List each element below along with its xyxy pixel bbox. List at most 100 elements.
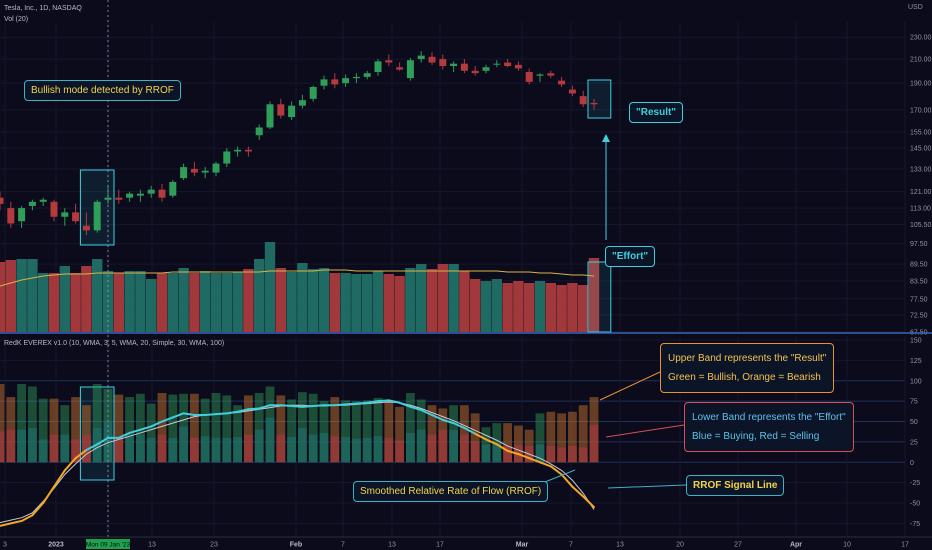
candle-body [417,55,425,60]
rrof-segment [506,449,520,456]
symbol-title: Tesla, Inc., 1D, NASDAQ [4,5,82,12]
result-bar [557,413,566,463]
volume-bar [81,266,92,332]
effort-bar [211,437,221,463]
candle-body [18,208,26,222]
result-bar [0,384,5,463]
annotation-lower-band: Lower Band represents the "Effort" Blue … [684,402,854,452]
candle-body [504,62,512,67]
effort-bar [157,434,167,463]
candle-body [363,73,371,77]
candle-body [104,197,112,200]
indicator-tick-label: -25 [910,480,920,487]
volume-bar [416,264,427,332]
rrof-segment [42,485,55,505]
candle-body [331,79,339,85]
annotation-rrof: Smoothed Relative Rate of Flow (RROF) [353,481,549,502]
candle-body [309,86,317,99]
indicator-tick-label: 25 [910,439,918,446]
candle-body [406,60,414,79]
time-tick-label: 7 [341,542,345,549]
volume-bar [113,273,124,332]
result-bar [308,393,318,463]
candle-body [288,105,296,118]
effort-bar [503,445,512,463]
rrof-segment [355,401,369,405]
result-bar [60,405,70,463]
annotation-connectors [529,371,687,489]
volume-bar [232,272,243,332]
rrof-segment [20,514,34,522]
effort-bar [557,447,566,463]
effort-bar [578,447,588,463]
volume-bar [383,274,394,332]
candle-body [169,181,177,196]
indicator-tick-label: 150 [910,338,922,345]
rrof-signal-line [0,401,595,524]
result-bar [168,394,178,463]
candlesticks [0,51,598,236]
rrof-segment [9,519,23,525]
rrof-segment [31,502,45,517]
rrof-segment [377,399,390,403]
effort-bar [492,442,502,463]
annotation-upper-band: Upper Band represents the "Result" Green… [660,343,835,393]
result-bar [298,392,307,463]
candle-body [244,149,252,152]
rrof-segment [528,457,541,464]
effort-bar [222,437,232,463]
result-bar [352,401,361,463]
time-tick-label: 3 [3,542,7,549]
candle-body [385,60,393,63]
rrof-segment [549,465,563,476]
effort-bar [82,434,91,463]
time-tick-label: 13 [616,542,624,549]
volume-bar [200,271,211,332]
volume-bar [27,259,38,332]
effort-bar [589,424,599,463]
rrof-segment [333,403,347,407]
candle-body [82,225,90,231]
volume-bar [178,268,189,332]
volume-bar [351,274,362,332]
effort-bar [287,437,296,463]
rrof-segment [96,436,109,446]
effort-bar [395,440,404,463]
annotation-effort: "Effort" [605,246,656,267]
result-bar [373,397,383,463]
result-bar [427,405,437,463]
price-tick-label: 97.50 [910,241,928,248]
rrof-segment [312,404,325,408]
rrof-segment [53,469,66,488]
effort-bar [362,437,372,463]
rrof-segment [582,495,595,509]
volume-bar [556,285,567,332]
rrof-segment [398,401,412,408]
effort-bar [373,436,383,463]
time-tick-label: 13 [148,542,156,549]
volume-bar [588,258,600,332]
time-tick-label: 23 [210,542,218,549]
candle-body [180,167,188,179]
candle-body [72,212,80,222]
price-pane: 230.00 210.00 190.00 170.00 155.00 145.00 133.… [0,22,932,337]
rrof-segment [452,422,466,430]
rrof-segment [139,425,153,431]
effort-bar [416,429,426,463]
time-tick-label: 17 [436,542,444,549]
candle-body [320,79,328,86]
effort-bar [125,436,134,463]
candle-body [28,201,36,206]
volume-bar [459,271,470,332]
volume-bar [480,281,492,332]
effort-bar [568,445,577,463]
result-bar [71,397,80,463]
rrof-segment [117,431,131,439]
rrof-segment [150,420,163,428]
annotation-bullish: Bullish mode detected by RROF [24,80,181,101]
volume-bar [156,273,168,332]
result-bar [244,395,253,463]
result-bar [514,425,523,463]
price-tick-label: 113.00 [910,206,931,213]
result-bar [49,398,59,463]
